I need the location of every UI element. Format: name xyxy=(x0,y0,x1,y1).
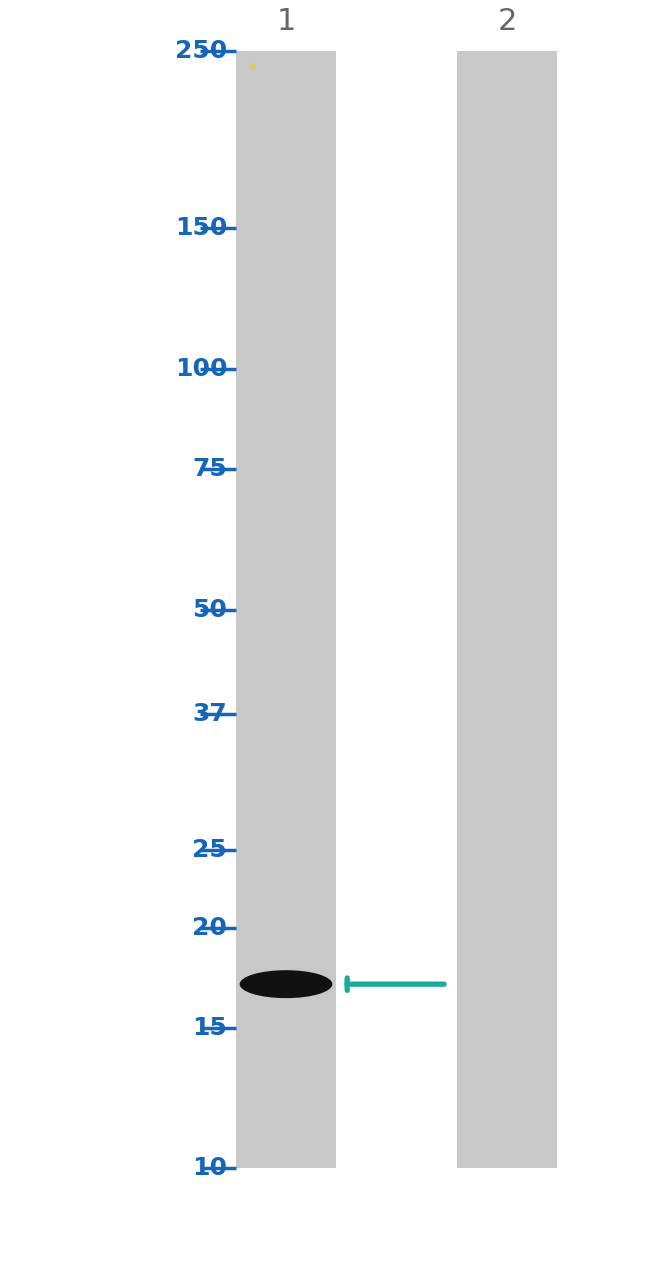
Text: 25: 25 xyxy=(192,838,227,862)
Text: 75: 75 xyxy=(192,457,227,481)
Text: 37: 37 xyxy=(192,702,227,726)
Text: 20: 20 xyxy=(192,916,227,940)
Text: 2: 2 xyxy=(497,6,517,36)
Bar xyxy=(456,51,558,1168)
Text: 15: 15 xyxy=(192,1016,227,1040)
Text: 150: 150 xyxy=(175,216,228,240)
Text: 100: 100 xyxy=(175,357,228,381)
Bar xyxy=(235,51,337,1168)
Text: 1: 1 xyxy=(276,6,296,36)
Text: 50: 50 xyxy=(192,598,227,621)
Text: 10: 10 xyxy=(192,1157,227,1180)
Text: 250: 250 xyxy=(175,39,228,62)
Ellipse shape xyxy=(240,970,332,998)
